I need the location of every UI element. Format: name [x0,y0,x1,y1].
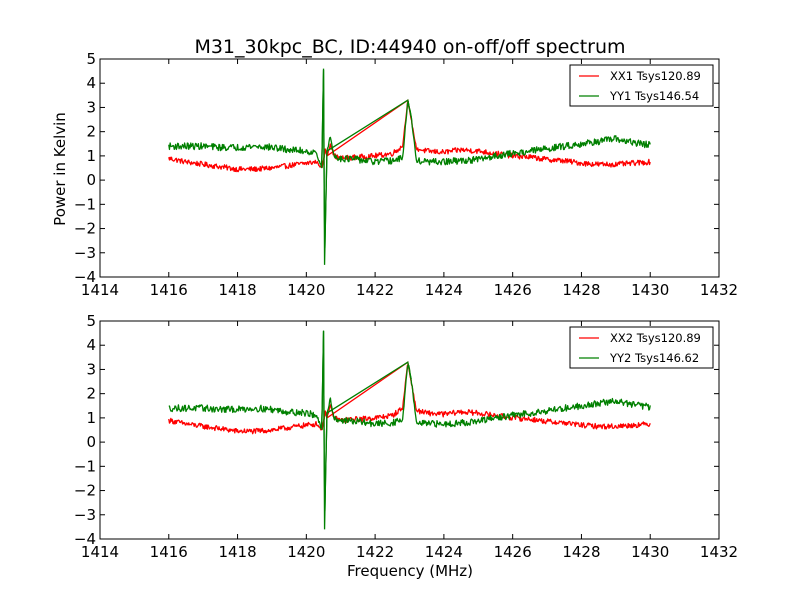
legend-box [569,326,714,369]
x-tick-label: 1420 [287,543,325,561]
y-tick-label: 1 [86,147,96,165]
x-tick-label: 1416 [150,281,188,299]
x-tick-label: 1432 [700,281,738,299]
x-tick-label: 1424 [425,543,463,561]
y-tick-label: 0 [86,433,96,451]
x-tick-label: 1428 [562,543,600,561]
x-tick-label: 1430 [631,543,669,561]
bottom-panel-xlabel: Frequency (MHz) [347,562,473,580]
x-tick-label: 1428 [562,281,600,299]
x-tick-label: 1432 [700,543,738,561]
x-tick-label: 1414 [81,281,119,299]
legend-label: YY1 Tsys146.54 [609,89,699,103]
legend-label: YY2 Tsys146.62 [609,351,699,365]
legend-box [569,64,714,107]
legend-label: XX1 Tsys120.89 [610,69,701,83]
x-tick-label: 1422 [356,543,394,561]
legend: XX2 Tsys120.89 YY2 Tsys146.62 [569,326,714,369]
y-tick-label: 4 [86,336,96,354]
y-tick-label: 3 [86,360,96,378]
legend-label: XX2 Tsys120.89 [610,331,701,345]
y-tick-label: 5 [86,50,96,68]
x-tick-label: 1422 [356,281,394,299]
top-panel-ylabel: Power in Kelvin [51,112,69,226]
x-tick-label: 1426 [494,281,532,299]
series-peak-yy1 [321,68,412,265]
y-tick-label: −4 [74,530,96,548]
y-tick-label: 5 [86,312,96,330]
x-tick-label: 1424 [425,281,463,299]
plot-frame [99,58,720,278]
x-tick-label: 1414 [81,543,119,561]
legend: XX1 Tsys120.89 YY1 Tsys146.54 [569,64,714,107]
bottom-panel: Frequency (MHz) 1414 1416 1418 1420 1422 1424… [74,312,738,580]
series-peak-yy2 [321,330,412,530]
y-tick-label: 2 [86,385,96,403]
y-tick-label: −4 [74,268,96,286]
figure-title: M31_30kpc_BC, ID:44940 on-off/off spectr… [194,36,625,58]
y-tick-label: −2 [74,482,96,500]
y-tick-label: 0 [86,171,96,189]
y-tick-label: −3 [74,506,96,524]
y-tick-label: −2 [74,220,96,238]
x-tick-label: 1416 [150,543,188,561]
x-tick-label: 1418 [218,281,256,299]
y-tick-label: 2 [86,123,96,141]
y-tick-label: −1 [74,457,96,475]
y-tick-label: 3 [86,98,96,116]
y-tick-label: 1 [86,409,96,427]
y-tick-label: 4 [86,74,96,92]
plot-frame [99,320,720,540]
y-tick-label: −1 [74,195,96,213]
x-tick-label: 1418 [218,543,256,561]
top-panel: Power in Kelvin 1414 1416 1418 1420 1422 1424… [51,50,738,299]
y-tick-label: −3 [74,244,96,262]
x-tick-label: 1426 [494,543,532,561]
x-tick-label: 1430 [631,281,669,299]
x-tick-label: 1420 [287,281,325,299]
